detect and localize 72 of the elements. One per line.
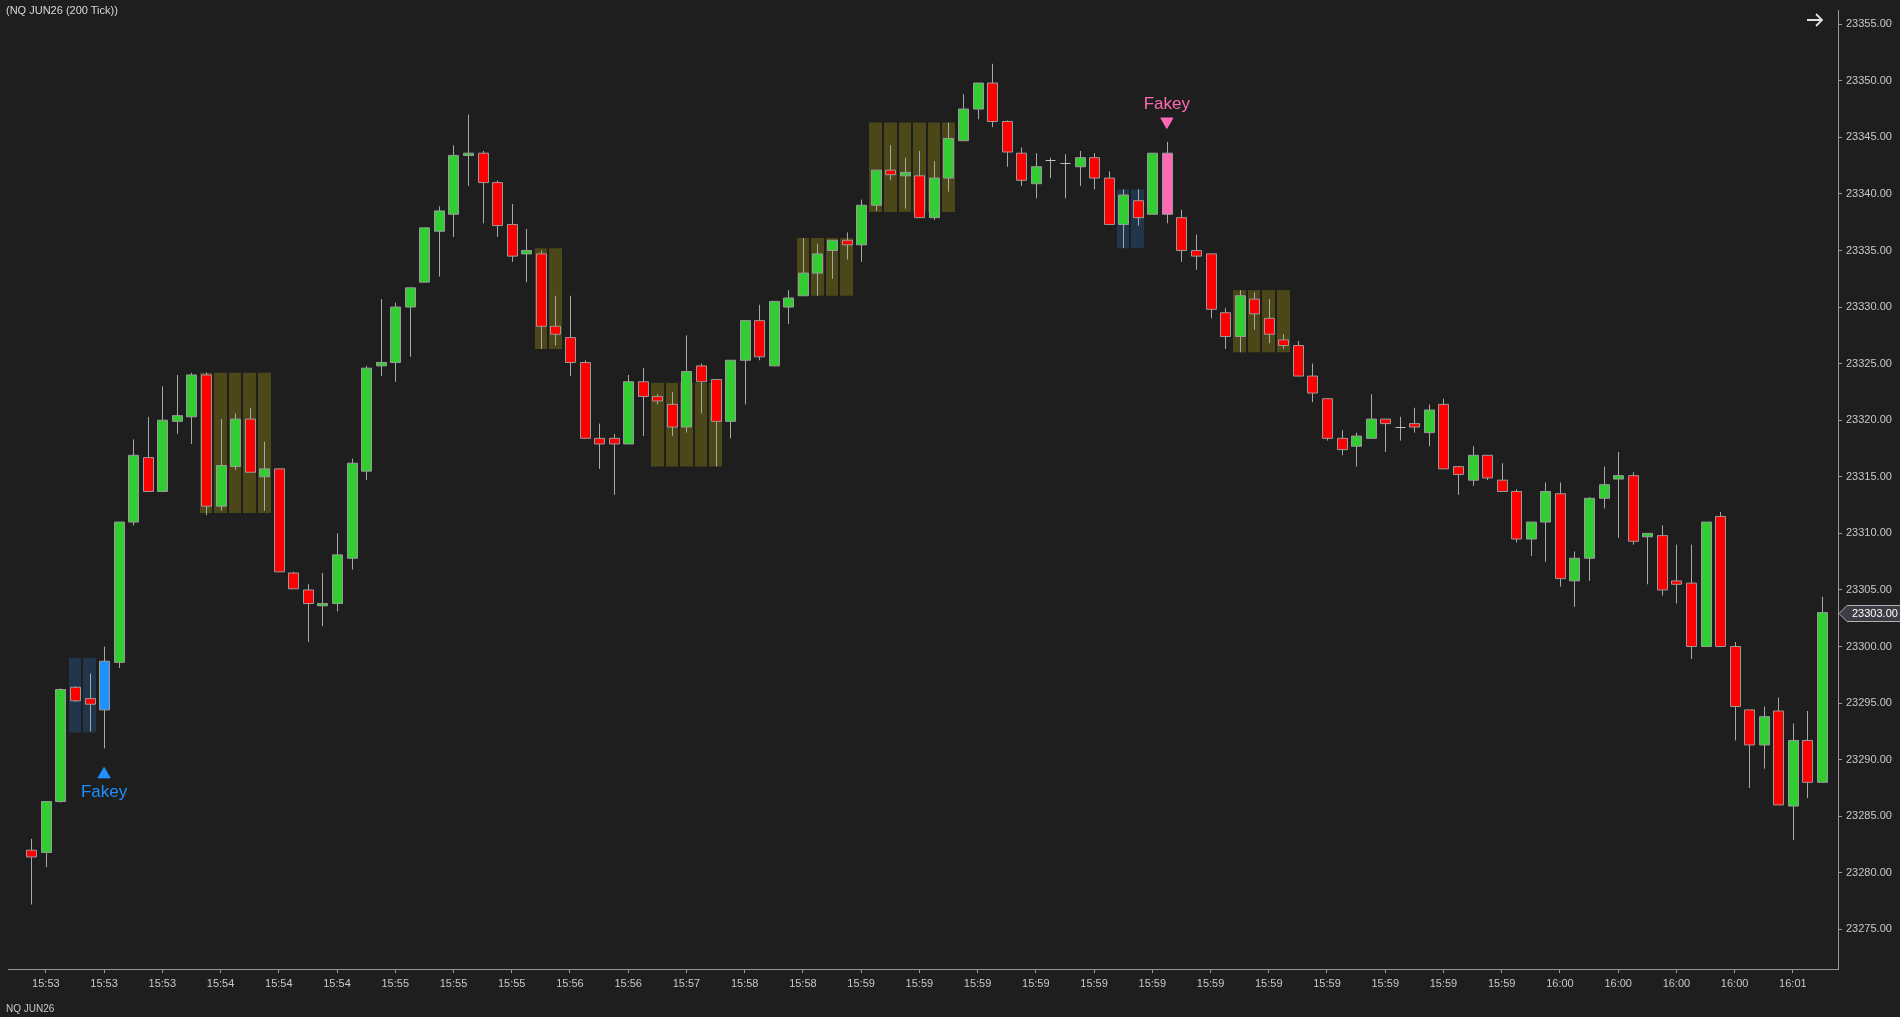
candlestick [1060,153,1071,199]
x-tick-label: 16:00 [1662,976,1691,989]
y-tick-label: 23320.00 [1846,413,1892,426]
y-tick-label: 23285.00 [1846,809,1892,822]
x-tick-label: 15:59 [1022,976,1050,989]
y-tick-label: 23305.00 [1846,582,1892,595]
y-tick-label: 23335.00 [1846,243,1892,256]
y-tick-label: 23350.00 [1846,73,1892,86]
candlestick [1395,416,1406,442]
series-label: Fakey [80,781,128,801]
text: NQ JUN26 [6,1003,55,1014]
x-tick-label: 15:53 [90,976,118,989]
y-tick-label: 23325.00 [1846,356,1892,369]
x-tick-label: 15:53 [32,976,60,989]
x-tick-label: 15:59 [1313,976,1341,989]
x-tick-label: 15:54 [323,976,351,989]
y-tick-label: 23295.00 [1846,696,1892,709]
x-tick-label: 15:59 [1487,976,1516,989]
y-tick-label: 23275.00 [1846,922,1892,935]
text: 23303.00 [1852,606,1898,619]
bar [258,372,271,513]
x-tick-label: 15:58 [789,976,817,989]
y-tick-label: 23315.00 [1846,469,1892,482]
x-tick-label: 15:56 [614,976,642,989]
y-tick-label: 23290.00 [1846,752,1892,765]
x-tick-label: 15:55 [381,976,410,989]
y-tick-label: 23310.00 [1846,526,1892,539]
y-tick-label: 23345.00 [1846,130,1892,143]
x-tick-label: 15:53 [148,976,177,989]
candlestick [1613,451,1624,539]
candlestick [434,205,445,278]
x-tick-label: 16:00 [1546,976,1574,989]
candlestick [1089,152,1100,190]
candlestick [1599,466,1610,509]
y-tick-label: 23330.00 [1846,300,1892,313]
x-tick-label: 15:59 [1080,976,1108,989]
x-tick-label: 16:01 [1779,976,1807,989]
candlestick [405,287,416,358]
x-tick-label: 15:57 [672,976,701,989]
y-tick-label: 23340.00 [1846,186,1892,199]
x-tick-label: 15:58 [730,976,759,989]
candlestick [303,583,314,643]
series-label: Fakey [1143,93,1191,113]
x-tick-label: 15:59 [905,976,934,989]
x-tick-label: 15:59 [1255,976,1283,989]
x-tick-label: 15:59 [847,976,875,989]
y-tick-label: 23280.00 [1846,865,1892,878]
x-tick-label: 15:59 [963,976,992,989]
x-tick-label: 15:54 [206,976,235,989]
x-tick-label: 15:56 [556,976,584,989]
candlestick [1220,307,1231,350]
candlestick [1045,157,1056,179]
bar [884,122,897,213]
bar [899,122,911,213]
x-tick-label: 15:59 [1196,976,1225,989]
x-tick-label: 16:00 [1604,976,1632,989]
candlestick [1671,544,1682,605]
x-tick-label: 15:59 [1371,976,1399,989]
x-tick-label: 15:55 [439,976,468,989]
candlestick [1191,234,1202,271]
chart-title: (NQ JUN26 (200 Tick)) [6,4,118,16]
y-tick-label: 23300.00 [1846,639,1892,652]
x-tick-label: 15:54 [265,976,293,989]
y-tick-label: 23355.00 [1846,17,1892,30]
candlestick [1453,466,1464,496]
x-tick-label: 15:59 [1429,976,1458,989]
bar [651,382,664,467]
candlestick [172,374,183,435]
candlestick [638,367,649,437]
x-tick-label: 15:55 [497,976,526,989]
x-tick-label: 15:59 [1138,976,1167,989]
x-tick-label: 16:00 [1720,976,1749,989]
